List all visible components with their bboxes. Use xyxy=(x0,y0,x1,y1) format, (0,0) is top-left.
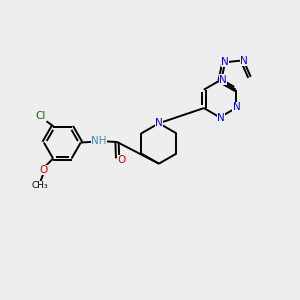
Text: CH₃: CH₃ xyxy=(32,181,48,190)
Text: Cl: Cl xyxy=(35,111,46,121)
Text: O: O xyxy=(117,155,125,165)
Text: O: O xyxy=(40,165,48,175)
Text: N: N xyxy=(217,112,225,123)
Text: N: N xyxy=(240,56,248,66)
Text: N: N xyxy=(155,118,163,128)
Text: N: N xyxy=(221,56,229,67)
Text: NH: NH xyxy=(92,136,107,146)
Text: N: N xyxy=(219,75,227,85)
Text: N: N xyxy=(232,103,240,112)
